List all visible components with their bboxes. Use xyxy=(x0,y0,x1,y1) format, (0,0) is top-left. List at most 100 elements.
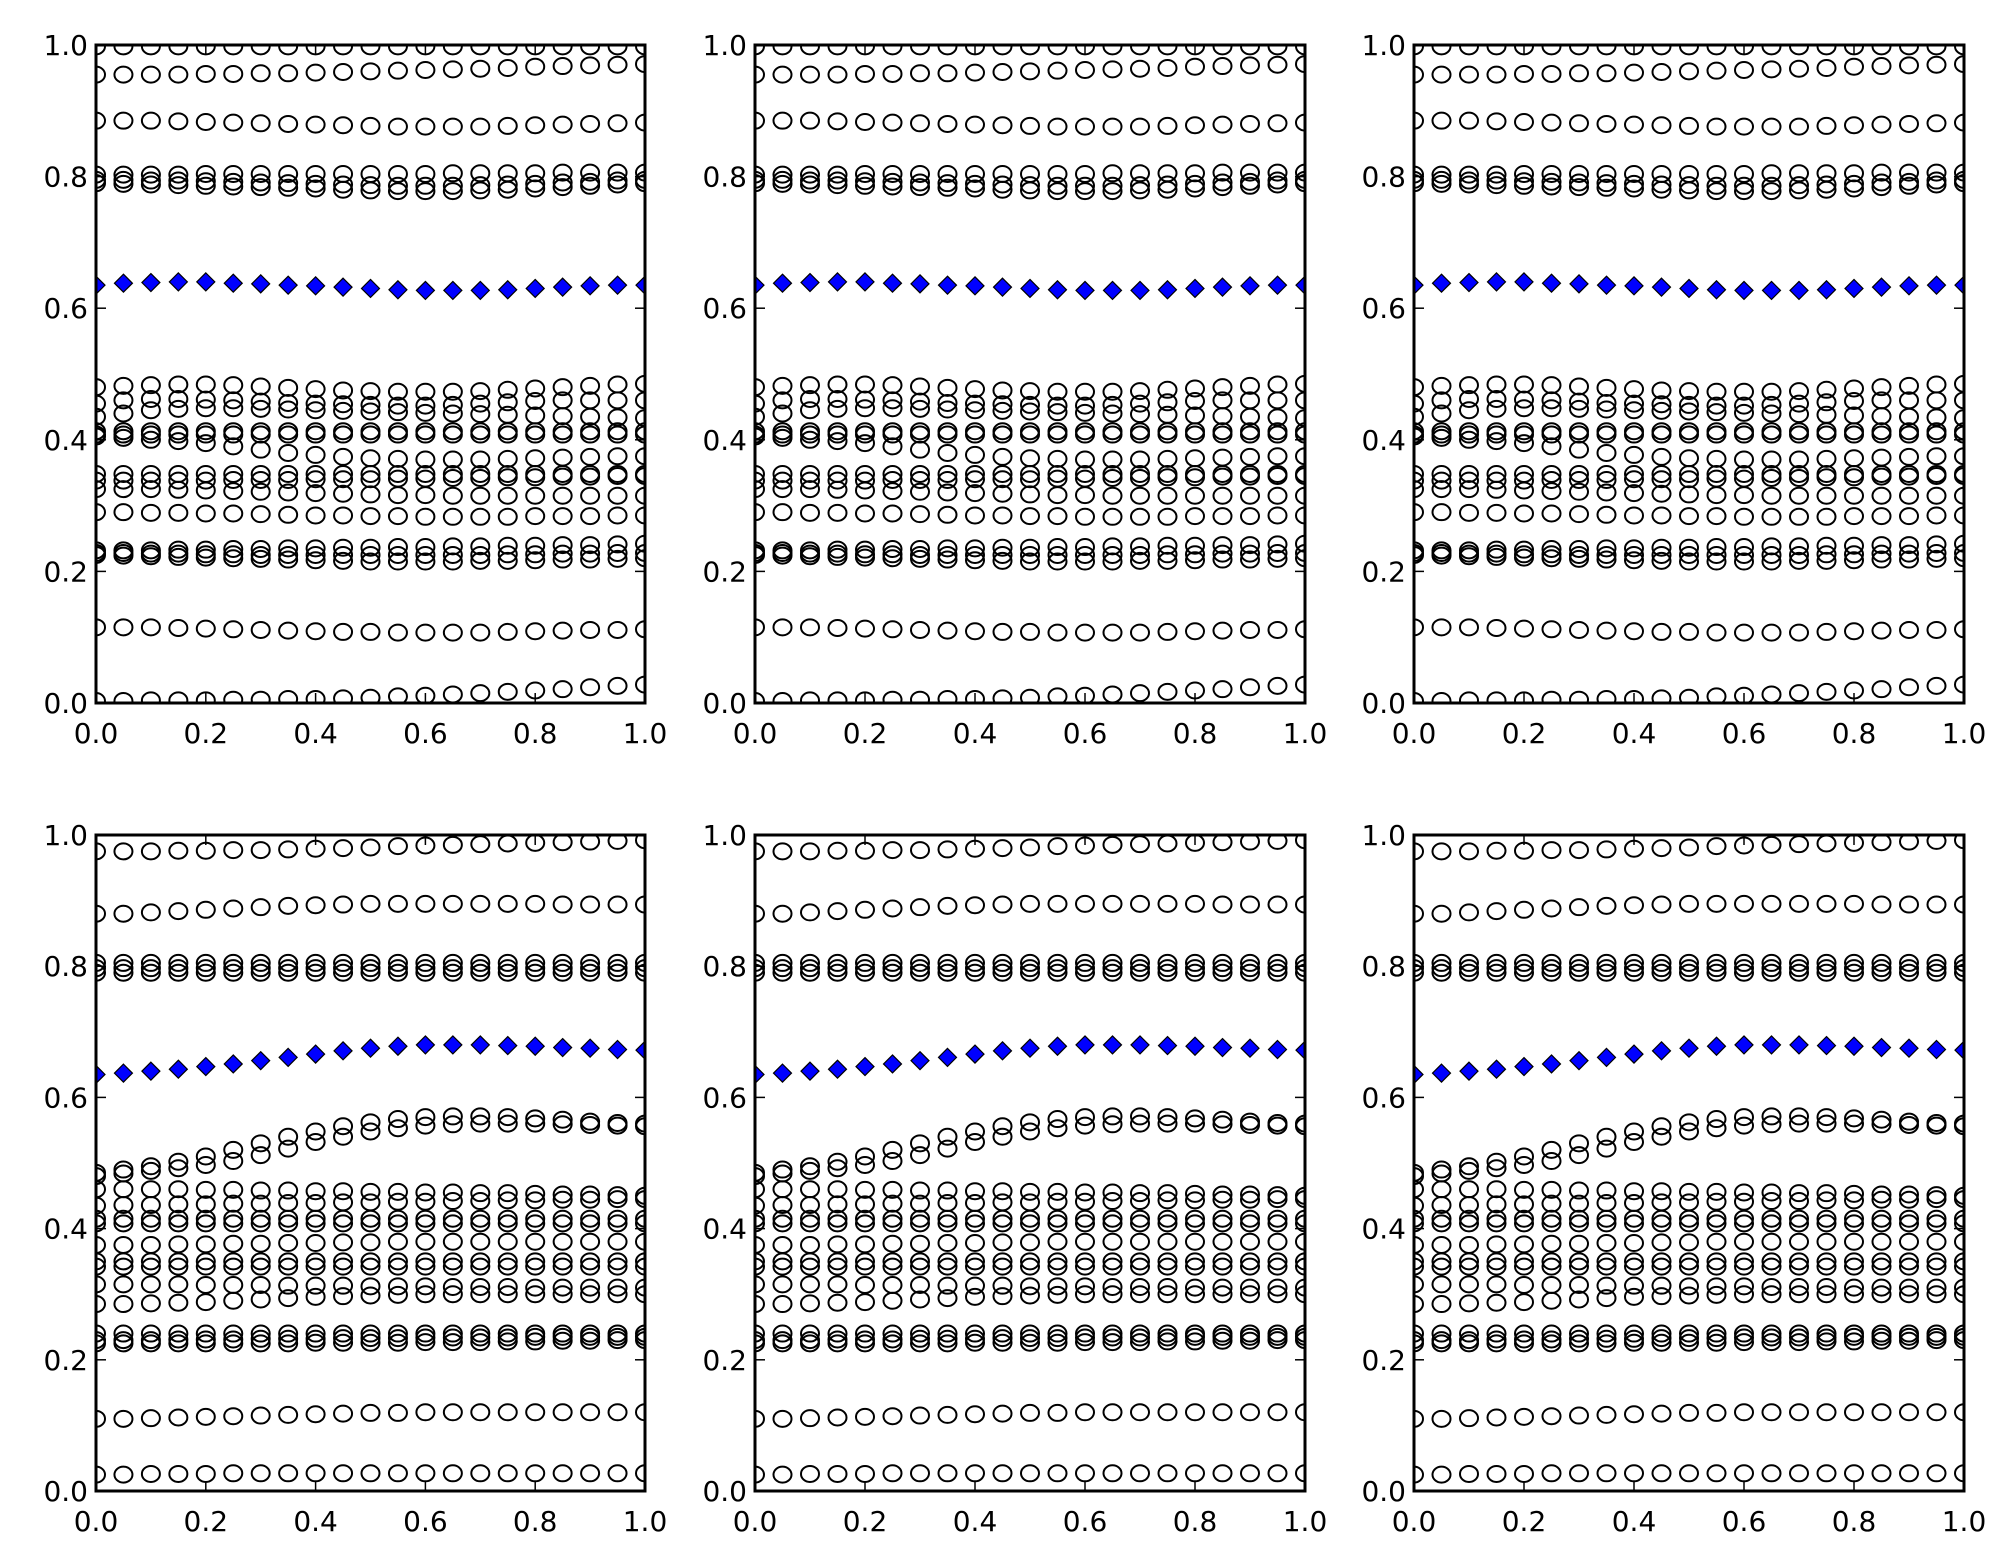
circle-point-s3 xyxy=(1871,959,1892,978)
circle-point-s8 xyxy=(360,1193,381,1212)
circle-point-s14 xyxy=(1212,1278,1233,1297)
circle-point-s0 xyxy=(1596,840,1617,859)
circle-point-s8 xyxy=(1651,1193,1672,1212)
circle-point-s15 xyxy=(415,1285,436,1304)
circle-point-s15 xyxy=(1240,1285,1260,1304)
circle-point-s11 xyxy=(1926,1232,1947,1251)
circle-point-s16 xyxy=(552,536,573,555)
circle-point-s20 xyxy=(278,690,299,703)
circle-point-s11 xyxy=(580,1232,601,1251)
circle-point-s17 xyxy=(910,1329,930,1348)
circle-point-s8 xyxy=(223,399,244,418)
circle-point-s11 xyxy=(360,1233,381,1252)
circle-point-s12 xyxy=(1240,1252,1260,1271)
circle-point-s11 xyxy=(195,434,216,453)
circle-point-s7 xyxy=(910,1181,930,1200)
circle-point-s6 xyxy=(278,1139,299,1158)
circle-point-s18 xyxy=(168,547,189,566)
circle-point-s8 xyxy=(1541,399,1562,418)
circle-point-s8 xyxy=(497,405,518,424)
circle-point-s6 xyxy=(1185,1114,1205,1133)
circle-point-s12 xyxy=(1899,1252,1919,1271)
diamond-point xyxy=(1267,1039,1288,1060)
circle-point-s8 xyxy=(1075,1192,1095,1211)
circle-point-s16 xyxy=(250,1324,271,1343)
circle-point-s14 xyxy=(140,480,161,499)
circle-point-s6 xyxy=(1789,382,1809,401)
circle-point-s11 xyxy=(827,432,848,451)
circle-point-s19 xyxy=(1651,622,1672,641)
circle-point-s17 xyxy=(1789,545,1809,564)
circle-point-s11 xyxy=(607,447,628,466)
circle-point-s11 xyxy=(1514,1235,1534,1254)
subplot-2-3: 0.00.00.20.20.40.40.60.60.80.81.01.0 xyxy=(1361,819,1986,1538)
circle-point-s8 xyxy=(1157,405,1178,424)
circle-point-s13 xyxy=(855,1257,875,1276)
circle-point-s0 xyxy=(525,835,546,852)
circle-point-s13 xyxy=(1414,1257,1424,1276)
circle-point-s1 xyxy=(333,895,354,914)
diamond-point xyxy=(388,1036,408,1057)
circle-point-s3 xyxy=(1899,959,1919,978)
circle-point-s6 xyxy=(387,382,408,401)
circle-point-s1 xyxy=(1102,60,1123,79)
circle-point-s13 xyxy=(1679,1257,1699,1276)
circle-point-s6 xyxy=(965,1133,985,1152)
circle-point-s1 xyxy=(470,894,491,913)
circle-point-s18 xyxy=(1706,552,1727,571)
circle-point-s19 xyxy=(1020,1403,1040,1422)
circle-point-s16 xyxy=(1431,1324,1452,1343)
circle-point-s8 xyxy=(387,1192,408,1211)
circle-point-s8 xyxy=(1954,1190,1964,1209)
circle-point-s5 xyxy=(497,1108,518,1127)
circle-point-s20 xyxy=(992,689,1013,703)
circle-point-s11 xyxy=(635,1232,645,1251)
circle-point-s3 xyxy=(1569,164,1589,183)
circle-point-s18 xyxy=(607,549,628,568)
circle-point-s13 xyxy=(635,1257,645,1276)
circle-point-s5 xyxy=(1706,1110,1727,1129)
circle-point-s10 xyxy=(442,425,463,444)
circle-point-s20 xyxy=(882,690,903,703)
marks xyxy=(755,835,1305,1484)
circle-point-s20 xyxy=(1102,685,1123,703)
circle-point-s3 xyxy=(992,959,1013,978)
circle-point-s5 xyxy=(250,1134,271,1153)
circle-point-s5 xyxy=(855,1147,875,1166)
circle-point-s18 xyxy=(1185,551,1205,570)
circle-point-s18 xyxy=(387,552,408,571)
circle-point-s19 xyxy=(195,619,216,638)
circle-point-s11 xyxy=(910,440,930,459)
circle-point-s19 xyxy=(1871,621,1892,640)
circle-point-s10 xyxy=(800,1214,820,1233)
circle-point-s4 xyxy=(415,176,436,195)
circle-point-s10 xyxy=(607,1214,628,1233)
circle-point-s19 xyxy=(1267,620,1288,639)
circle-point-s17 xyxy=(1734,1328,1754,1347)
y-tick-label: 0.4 xyxy=(1361,424,1406,457)
circle-point-s6 xyxy=(1569,1146,1589,1165)
circle-point-s13 xyxy=(1431,471,1452,490)
circle-point-s13 xyxy=(360,1257,381,1276)
circle-point-s4 xyxy=(1514,172,1534,191)
circle-point-s9 xyxy=(1706,1209,1727,1228)
circle-point-s0 xyxy=(580,835,601,851)
circle-point-s1 xyxy=(1679,62,1699,81)
circle-point-s14 xyxy=(1514,481,1534,500)
circle-point-s17 xyxy=(580,544,601,563)
circle-point-s16 xyxy=(855,1324,875,1343)
circle-point-s4 xyxy=(525,174,546,193)
circle-point-s7 xyxy=(1706,396,1727,415)
circle-point-s2 xyxy=(140,111,161,130)
circle-point-s14 xyxy=(992,484,1013,503)
circle-point-s8 xyxy=(1899,407,1919,426)
circle-point-s7 xyxy=(1185,391,1205,410)
y-tick-label: 0.0 xyxy=(43,687,88,720)
diamond-point xyxy=(388,279,408,300)
circle-point-s16 xyxy=(1185,536,1205,555)
circle-point-s3 xyxy=(525,959,546,978)
circle-point-s17 xyxy=(1761,545,1782,564)
diamond-point xyxy=(113,1063,134,1083)
circle-point-s5 xyxy=(305,1122,326,1141)
circle-point-s10 xyxy=(1624,425,1644,444)
